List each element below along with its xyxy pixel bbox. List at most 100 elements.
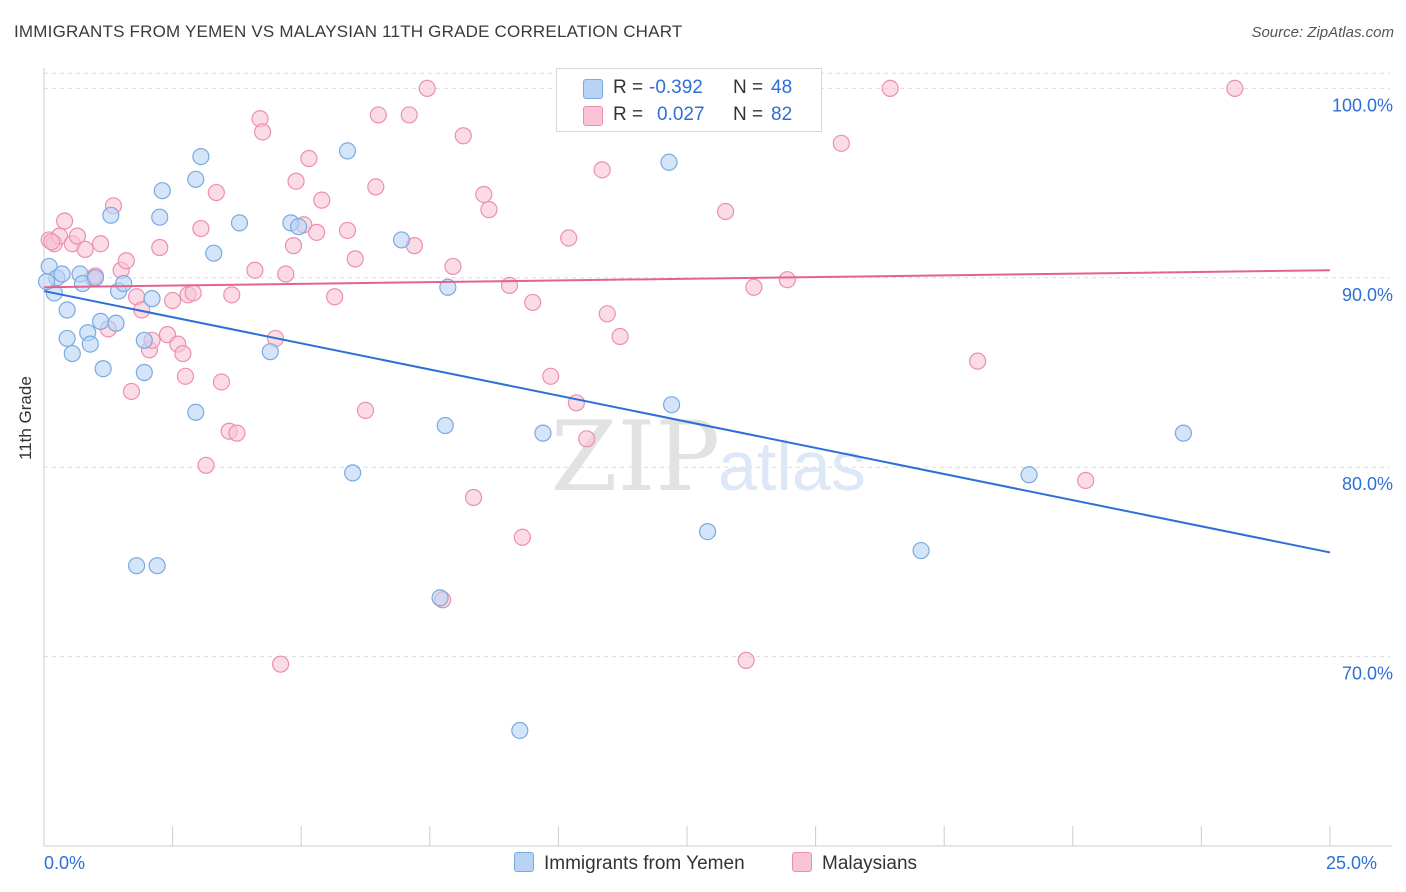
yemen-point (205, 244, 223, 262)
malaysian-point (272, 655, 290, 673)
malaysian-point (500, 276, 519, 294)
correlation-legend: R = -0.392 N = 48 R = 0.027 N = 82 (556, 68, 822, 132)
malaysian-point (207, 183, 225, 202)
malaysian-point (55, 212, 74, 230)
yemen-point (912, 541, 930, 560)
legend-n-label: N = (733, 77, 764, 98)
legend-n-value-malaysians: 82 (771, 104, 793, 125)
yemen-point (187, 403, 205, 421)
watermark-zip: ZIP (551, 401, 720, 513)
yemen-point (86, 269, 105, 287)
x-tick-label-max: 25.0% (1326, 853, 1378, 873)
yemen-point (392, 231, 411, 249)
y-tick-label: 90.0% (1342, 285, 1393, 305)
watermark-atlas: atlas (718, 427, 866, 505)
malaysian-point (832, 134, 850, 152)
yemen-point (511, 721, 529, 740)
malaysian-point (454, 127, 472, 145)
malaysian-point (91, 235, 110, 253)
bottom-legend-yemen: Immigrants from Yemen (514, 852, 745, 875)
yemen-point (94, 360, 112, 378)
malaysian-point (313, 191, 331, 209)
yemen-point (153, 182, 171, 200)
yemen-point (187, 170, 205, 188)
malaysian-point (716, 202, 735, 221)
malaysian-point (356, 401, 375, 419)
yemen-point (102, 206, 120, 224)
yemen-point (127, 557, 146, 575)
bottom-legend-label-yemen: Immigrants from Yemen (544, 853, 745, 874)
malaysian-point (480, 201, 498, 219)
yemen-point (660, 153, 678, 171)
malaysian-point (1077, 471, 1095, 490)
malaysian-point (338, 221, 357, 240)
yemen-point (135, 363, 153, 382)
legend-swatch-malaysians (583, 106, 603, 126)
yemen-point (58, 301, 76, 319)
malaysian-point (300, 149, 318, 168)
yemen-point (431, 589, 449, 607)
malaysian-point (400, 106, 418, 124)
malaysian-point (778, 271, 796, 289)
legend-n-label: N = (733, 104, 764, 125)
malaysian-point (197, 456, 215, 474)
yemen-point (338, 142, 357, 160)
yemen-point (151, 208, 169, 226)
malaysian-point (287, 172, 305, 190)
malaysian-point (246, 261, 264, 279)
malaysian-point (223, 286, 241, 304)
yemen-point (662, 396, 681, 414)
yemen-point (143, 290, 161, 308)
grid-layer (44, 72, 1390, 658)
x-tick-label-min: 0.0% (44, 853, 86, 873)
yemen-point (230, 214, 249, 232)
y-tick-label: 100.0% (1332, 95, 1393, 115)
y-tick-label: 80.0% (1342, 474, 1393, 494)
malaysian-point (277, 265, 295, 283)
yemen-point (261, 343, 279, 361)
malaysian-point (212, 373, 231, 391)
legend-r-value-malaysians: 0.027 (657, 104, 705, 125)
yemen-point (698, 522, 717, 541)
source-label: Source: ZipAtlas.com (1251, 24, 1394, 41)
malaysian-point (174, 344, 192, 363)
malaysian-point (184, 284, 202, 302)
malaysian-point (578, 430, 596, 448)
bottom-legend-swatch-malaysians (792, 852, 812, 872)
legend-n-value-yemen: 48 (771, 77, 793, 98)
yemen-point (439, 278, 457, 296)
malaysian-point (176, 367, 195, 385)
malaysian-point (369, 106, 387, 124)
bottom-legend-swatch-yemen (514, 852, 534, 872)
y-tick-label: 70.0% (1342, 664, 1393, 684)
malaysian-point (524, 293, 542, 312)
malaysian-point (254, 123, 272, 141)
bottom-legend-malaysians: Malaysians (792, 852, 917, 875)
malaysian-point (326, 288, 344, 306)
malaysians-points (40, 79, 1244, 673)
yemen-point (81, 335, 99, 353)
yemen-point (534, 424, 552, 442)
malaysian-point (464, 488, 483, 507)
malaysian-point (542, 367, 560, 385)
malaysian-point (284, 237, 303, 255)
malaysian-point (475, 185, 493, 204)
legend-r-label: R = (613, 77, 644, 98)
yemen-point (53, 265, 71, 283)
malaysian-point (444, 257, 462, 276)
malaysian-point (308, 223, 326, 241)
malaysian-point (228, 424, 246, 442)
yemen-point (63, 344, 81, 363)
yemen-point (58, 329, 76, 348)
yemen-point (115, 274, 133, 293)
yemen-point (1174, 424, 1192, 442)
axis-layer (43, 68, 1392, 847)
malaysian-point (745, 278, 763, 296)
y-tick-labels: 70.0% 80.0% 90.0% 100.0% (1332, 95, 1393, 683)
trend-lines (43, 269, 1331, 554)
yemen-point (107, 314, 125, 332)
malaysian-point (43, 233, 61, 251)
yemen-point (344, 464, 362, 482)
yemen-point (148, 557, 166, 575)
yemen-point (1020, 466, 1038, 484)
